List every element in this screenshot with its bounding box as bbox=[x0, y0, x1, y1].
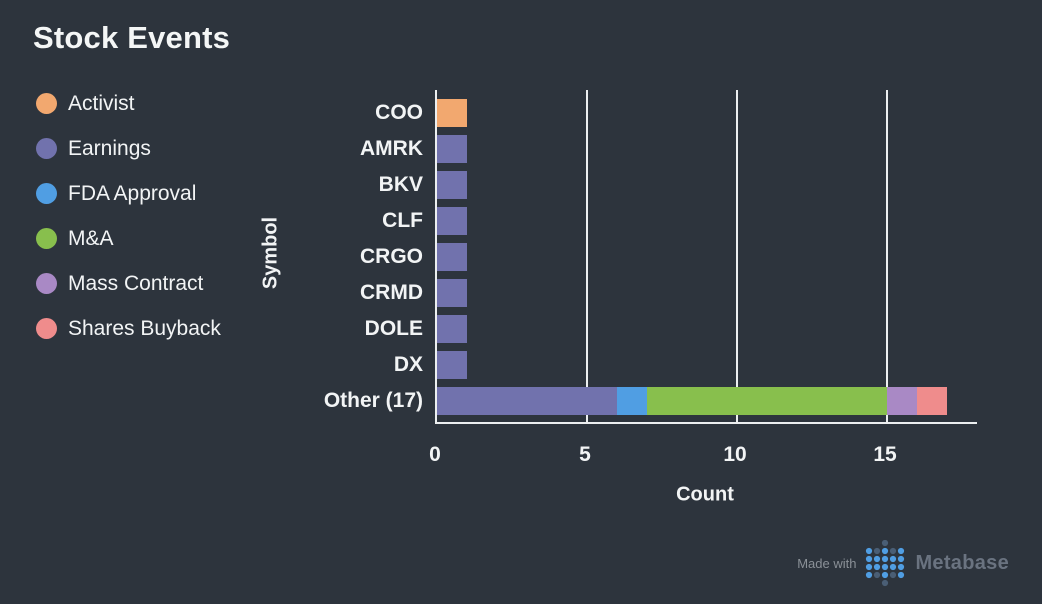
metabase-logo-icon bbox=[866, 540, 905, 587]
y-tick-label-other-17: Other (17) bbox=[323, 389, 423, 412]
legend-swatch-icon bbox=[36, 93, 57, 114]
x-tick-label-0: 0 bbox=[429, 443, 441, 466]
legend-item-earnings[interactable]: Earnings bbox=[36, 126, 221, 171]
legend-item-activist[interactable]: Activist bbox=[36, 81, 221, 126]
bar-row-coo bbox=[437, 99, 977, 127]
metabase-attribution[interactable]: Made with Metabase bbox=[797, 540, 1009, 587]
bar-segment-earnings-crgo[interactable] bbox=[437, 243, 467, 271]
bar-segment-earnings-clf[interactable] bbox=[437, 207, 467, 235]
gridline-x-15 bbox=[886, 90, 888, 422]
bar-row-dole bbox=[437, 315, 977, 343]
y-tick-label-amrk: AMRK bbox=[360, 137, 423, 160]
bar-segment-activist-coo[interactable] bbox=[437, 99, 467, 127]
gridline-x-5 bbox=[586, 90, 588, 422]
legend-item-mass-contract[interactable]: Mass Contract bbox=[36, 261, 221, 306]
legend-swatch-icon bbox=[36, 318, 57, 339]
legend-swatch-icon bbox=[36, 228, 57, 249]
legend-swatch-icon bbox=[36, 138, 57, 159]
legend-swatch-icon bbox=[36, 183, 57, 204]
bar-segment-mass-contract-other-17[interactable] bbox=[887, 387, 917, 415]
y-tick-label-clf: CLF bbox=[382, 209, 423, 232]
x-tick-label-10: 10 bbox=[723, 443, 747, 466]
bar-segment-shares-buyback-other-17[interactable] bbox=[917, 387, 947, 415]
y-tick-label-crmd: CRMD bbox=[360, 281, 423, 304]
x-tick-label-5: 5 bbox=[579, 443, 591, 466]
legend-swatch-icon bbox=[36, 273, 57, 294]
metabase-wordmark: Metabase bbox=[915, 552, 1009, 574]
made-with-label: Made with bbox=[797, 556, 857, 571]
legend-label: M&A bbox=[68, 226, 114, 250]
y-tick-label-crgo: CRGO bbox=[360, 245, 423, 268]
bar-segment-earnings-other-17[interactable] bbox=[437, 387, 617, 415]
bar-segment-earnings-crmd[interactable] bbox=[437, 279, 467, 307]
bar-row-other-17 bbox=[437, 387, 977, 415]
bar-segment-fda-approval-other-17[interactable] bbox=[617, 387, 647, 415]
legend-item-fda-approval[interactable]: FDA Approval bbox=[36, 171, 221, 216]
y-tick-label-dx: DX bbox=[393, 353, 423, 376]
bar-segment-earnings-amrk[interactable] bbox=[437, 135, 467, 163]
legend-label: Activist bbox=[68, 91, 135, 115]
legend-label: Earnings bbox=[68, 136, 151, 160]
legend-item-m-a[interactable]: M&A bbox=[36, 216, 221, 261]
bar-row-dx bbox=[437, 351, 977, 379]
x-axis-title: Count bbox=[676, 483, 734, 506]
bar-row-amrk bbox=[437, 135, 977, 163]
plot-area bbox=[435, 90, 977, 424]
legend-item-shares-buyback[interactable]: Shares Buyback bbox=[36, 306, 221, 351]
x-tick-label-15: 15 bbox=[873, 443, 897, 466]
bar-segment-earnings-dx[interactable] bbox=[437, 351, 467, 379]
bar-row-clf bbox=[437, 207, 977, 235]
bar-segment-m-a-other-17[interactable] bbox=[647, 387, 887, 415]
legend-label: Shares Buyback bbox=[68, 316, 221, 340]
y-tick-label-coo: COO bbox=[375, 101, 423, 124]
y-tick-label-dole: DOLE bbox=[364, 317, 423, 340]
bar-row-crmd bbox=[437, 279, 977, 307]
chart-title: Stock Events bbox=[33, 20, 231, 55]
bar-row-bkv bbox=[437, 171, 977, 199]
legend-label: Mass Contract bbox=[68, 271, 204, 295]
bar-segment-earnings-bkv[interactable] bbox=[437, 171, 467, 199]
bar-row-crgo bbox=[437, 243, 977, 271]
y-tick-label-bkv: BKV bbox=[378, 173, 423, 196]
legend: Activist Earnings FDA Approval M&A Mass Cont… bbox=[36, 81, 221, 351]
gridline-x-10 bbox=[736, 90, 738, 422]
legend-label: FDA Approval bbox=[68, 181, 197, 205]
bar-segment-earnings-dole[interactable] bbox=[437, 315, 467, 343]
